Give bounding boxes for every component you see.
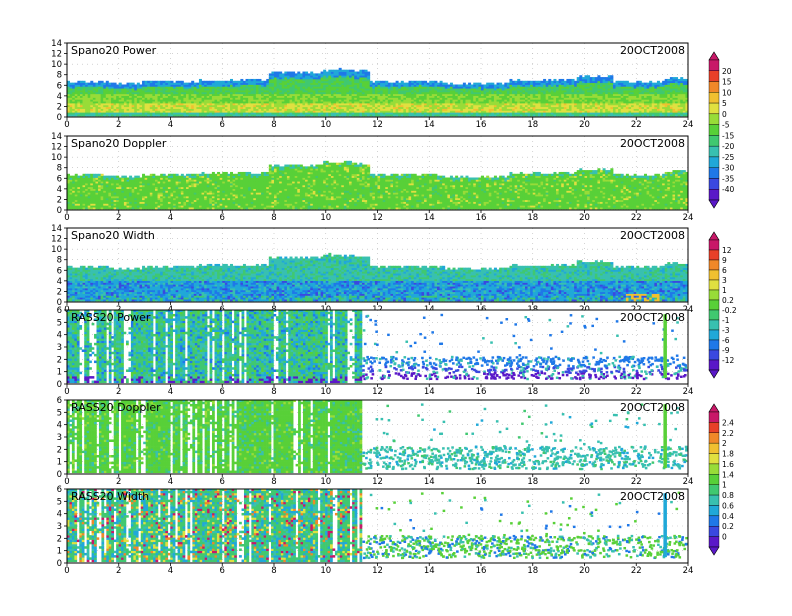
data-cell [176, 81, 179, 83]
data-cell [95, 83, 98, 85]
data-cell [83, 81, 86, 83]
data-cell [212, 81, 215, 83]
data-cell [142, 81, 145, 83]
data-cell [258, 79, 261, 81]
data-cell [222, 81, 225, 83]
data-cell [103, 83, 106, 85]
figure-canvas: 02468101214024681012141618202224Spano20 … [0, 0, 792, 612]
data-cell [240, 79, 243, 81]
data-cell [101, 81, 104, 83]
data-cell [155, 81, 158, 83]
data-cell [119, 83, 122, 85]
data-cell [134, 84, 137, 86]
data-cell [225, 81, 228, 83]
data-cell [72, 83, 75, 85]
data-cell [88, 83, 91, 85]
data-cell [209, 81, 212, 83]
data-cell [80, 81, 83, 83]
data-cell [160, 81, 163, 83]
data-cell [165, 81, 168, 83]
data-cell [214, 81, 217, 83]
data-cell [194, 83, 197, 85]
data-cell [106, 81, 109, 83]
data-cell [264, 81, 267, 83]
data-cell [108, 83, 111, 85]
data-cell [199, 79, 202, 81]
data-cell [204, 81, 207, 83]
data-cell [230, 79, 233, 81]
data-cell [173, 83, 176, 85]
data-cell [139, 84, 142, 86]
data-cell [158, 81, 161, 83]
data-cell [137, 83, 140, 85]
data-cell [124, 84, 127, 86]
data-cell [256, 79, 259, 81]
data-cell [111, 83, 114, 85]
data-cell [251, 79, 254, 81]
data-cell [196, 83, 199, 85]
data-cell [147, 81, 150, 83]
data-cell [220, 81, 223, 83]
data-cell [243, 81, 246, 83]
data-cell [168, 81, 171, 83]
data-cell [189, 83, 192, 85]
data-cell [178, 81, 181, 83]
data-cell [145, 81, 148, 83]
data-cell [93, 83, 96, 85]
data-cell [129, 83, 132, 85]
data-cell [246, 79, 249, 81]
data-cell [207, 81, 210, 83]
data-cell [217, 81, 220, 83]
data-cell [121, 84, 124, 86]
data-cell [181, 81, 184, 83]
data-cell [191, 81, 194, 83]
data-cell [238, 81, 241, 83]
data-cell [253, 79, 256, 81]
data-cell [77, 81, 80, 83]
data-cell [261, 81, 264, 83]
data-cell [70, 83, 73, 85]
data-cell [132, 83, 135, 85]
data-cell [233, 81, 236, 83]
data-cell [127, 83, 130, 85]
data-cell [90, 81, 93, 83]
data-cell [116, 84, 119, 86]
data-cell [75, 83, 78, 85]
data-cell [183, 83, 186, 85]
data-cell [227, 81, 230, 83]
data-cell [186, 83, 189, 85]
data-cell [98, 81, 101, 83]
data-cell [150, 81, 153, 83]
data-cell [85, 83, 88, 85]
data-cell [163, 81, 166, 83]
data-cell [248, 79, 251, 81]
data-cell [114, 83, 117, 85]
data-cell [235, 81, 238, 83]
data-cell [171, 81, 174, 83]
data-cell [152, 81, 155, 83]
data-cell [269, 73, 272, 75]
data-cell [202, 81, 205, 83]
data-cell [266, 79, 269, 81]
figure: 02468101214024681012141618202224Spano20 … [0, 0, 792, 612]
